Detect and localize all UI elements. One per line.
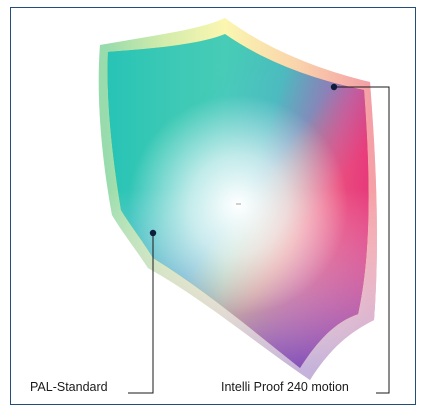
intelli-proof-leader	[330, 83, 390, 394]
pal-standard-marker	[149, 229, 157, 237]
intelli-proof-label: Intelli Proof 240 motion	[221, 380, 349, 394]
intelli-proof-marker	[330, 83, 338, 91]
pal-standard-gamut	[107, 34, 369, 368]
pal-standard-label: PAL-Standard	[30, 380, 108, 394]
pal-standard-leader	[128, 229, 157, 394]
